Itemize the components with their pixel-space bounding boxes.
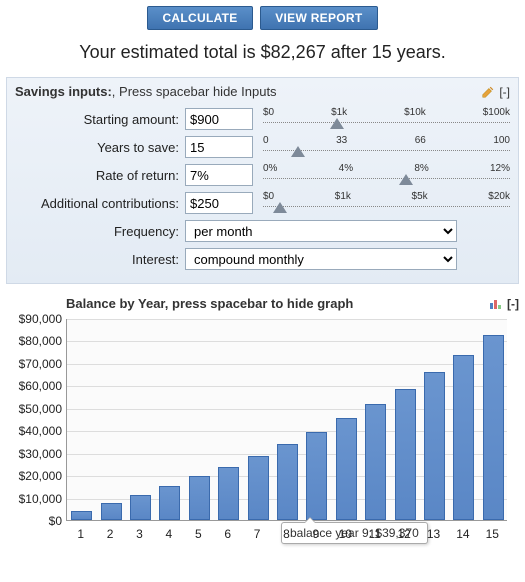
y-axis-label: $0 bbox=[6, 514, 62, 528]
inputs-panel: Savings inputs: , Press spacebar hide In… bbox=[6, 77, 519, 284]
view-report-button[interactable]: VIEW REPORT bbox=[260, 6, 377, 30]
summary-text: Your estimated total is $82,267 after 15… bbox=[0, 38, 525, 77]
y-axis-label: $30,000 bbox=[6, 447, 62, 461]
x-axis-label: 11 bbox=[368, 527, 380, 541]
years-input[interactable] bbox=[185, 136, 253, 158]
interest-label: Interest: bbox=[15, 252, 185, 267]
contrib-slider[interactable]: $0$1k$5k$20k bbox=[263, 192, 510, 214]
starting_amount-slider-thumb[interactable] bbox=[330, 118, 344, 129]
y-axis-label: $80,000 bbox=[6, 334, 62, 348]
y-axis-label: $40,000 bbox=[6, 424, 62, 438]
rate-slider[interactable]: 0%4%8%12% bbox=[263, 164, 510, 186]
edit-icon[interactable] bbox=[481, 85, 495, 99]
panel-subtitle: , Press spacebar hide Inputs bbox=[112, 84, 277, 99]
starting_amount-label: Starting amount: bbox=[15, 112, 185, 127]
chart-bar[interactable] bbox=[453, 355, 474, 520]
y-axis-label: $50,000 bbox=[6, 402, 62, 416]
x-axis-label: 14 bbox=[456, 527, 469, 541]
chart-bar[interactable] bbox=[336, 418, 357, 520]
chart-bar[interactable] bbox=[248, 456, 269, 520]
x-axis-label: 1 bbox=[77, 527, 84, 541]
y-axis-label: $70,000 bbox=[6, 357, 62, 371]
x-axis-label: 5 bbox=[195, 527, 202, 541]
chart-plot-area bbox=[66, 319, 507, 521]
starting_amount-input[interactable] bbox=[185, 108, 253, 130]
y-axis-label: $60,000 bbox=[6, 379, 62, 393]
chart-type-icon[interactable] bbox=[489, 298, 503, 310]
chart-bar[interactable] bbox=[130, 495, 151, 520]
chart-title: Balance by Year, press spacebar to hide … bbox=[66, 296, 353, 311]
calculate-button[interactable]: CALCULATE bbox=[147, 6, 252, 30]
years-slider-thumb[interactable] bbox=[291, 146, 305, 157]
contrib-slider-thumb[interactable] bbox=[273, 202, 287, 213]
x-axis-label: 10 bbox=[339, 527, 352, 541]
interest-select[interactable]: compound monthly bbox=[185, 248, 457, 270]
x-axis-label: 15 bbox=[486, 527, 499, 541]
chart-bar[interactable] bbox=[159, 486, 180, 520]
contrib-label: Additional contributions: bbox=[15, 196, 185, 211]
x-axis-label: 2 bbox=[107, 527, 114, 541]
chart-bar[interactable] bbox=[483, 335, 504, 520]
chart-bar[interactable] bbox=[424, 372, 445, 520]
x-axis-label: 4 bbox=[166, 527, 173, 541]
panel-title: Savings inputs: bbox=[15, 84, 112, 99]
rate-input[interactable] bbox=[185, 164, 253, 186]
frequency-select[interactable]: per month bbox=[185, 220, 457, 242]
contrib-input[interactable] bbox=[185, 192, 253, 214]
x-axis-label: 12 bbox=[397, 527, 410, 541]
y-axis-label: $20,000 bbox=[6, 469, 62, 483]
starting_amount-slider[interactable]: $0$1k$10k$100k bbox=[263, 108, 510, 130]
x-axis-label: 6 bbox=[224, 527, 231, 541]
balance-chart: balance year 9: $39,370 $0$10,000$20,000… bbox=[6, 315, 511, 545]
years-label: Years to save: bbox=[15, 140, 185, 155]
rate-label: Rate of return: bbox=[15, 168, 185, 183]
y-axis-label: $90,000 bbox=[6, 312, 62, 326]
chart-bar[interactable] bbox=[101, 503, 122, 520]
y-axis-label: $10,000 bbox=[6, 492, 62, 506]
chart-bar[interactable] bbox=[71, 511, 92, 520]
frequency-label: Frequency: bbox=[15, 224, 185, 239]
chart-bar[interactable] bbox=[218, 467, 239, 520]
x-axis-label: 9 bbox=[313, 527, 320, 541]
chart-bar[interactable] bbox=[189, 476, 210, 520]
chart-bar[interactable] bbox=[395, 389, 416, 520]
panel-collapse-button[interactable]: [-] bbox=[499, 85, 510, 99]
chart-collapse-button[interactable]: [-] bbox=[507, 297, 519, 311]
x-axis-label: 13 bbox=[427, 527, 440, 541]
years-slider[interactable]: 03366100 bbox=[263, 136, 510, 158]
x-axis-label: 3 bbox=[136, 527, 143, 541]
rate-slider-thumb[interactable] bbox=[399, 174, 413, 185]
chart-bar[interactable] bbox=[277, 444, 298, 520]
chart-bar[interactable] bbox=[306, 432, 327, 520]
x-axis-label: 8 bbox=[283, 527, 290, 541]
x-axis-label: 7 bbox=[254, 527, 261, 541]
chart-bar[interactable] bbox=[365, 404, 386, 520]
